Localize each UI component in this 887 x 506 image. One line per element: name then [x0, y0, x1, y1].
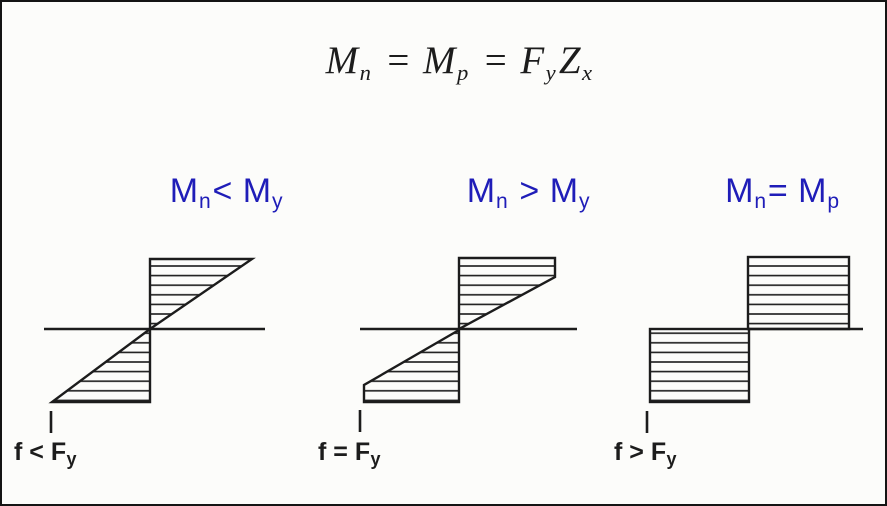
upper-stress-shape: [746, 255, 851, 331]
lower-stress-shape: [362, 327, 461, 404]
stress-diagram-elastic: [44, 257, 265, 433]
stress-label-fully-plastic: f > Fy: [614, 438, 677, 470]
lower-stress-shape: [48, 326, 152, 404]
stress-label-elastic: f < Fy: [14, 438, 77, 470]
stress-diagram-partially-plastic: [358, 256, 577, 432]
upper-stress-shape: [457, 256, 557, 332]
moment-label-fully-plastic: Mn= Mp: [725, 172, 840, 213]
lower-stress-shape: [648, 327, 751, 404]
upper-stress-shape: [148, 257, 256, 332]
stress-label-partially-plastic: f = Fy: [318, 438, 381, 470]
stress-diagram-fully-plastic: [645, 255, 863, 433]
formula-title: Mn = Mp = FyZx: [325, 39, 594, 86]
moment-label-partially-plastic: Mn > My: [466, 172, 590, 213]
moment-label-elastic: Mn< My: [169, 172, 284, 213]
